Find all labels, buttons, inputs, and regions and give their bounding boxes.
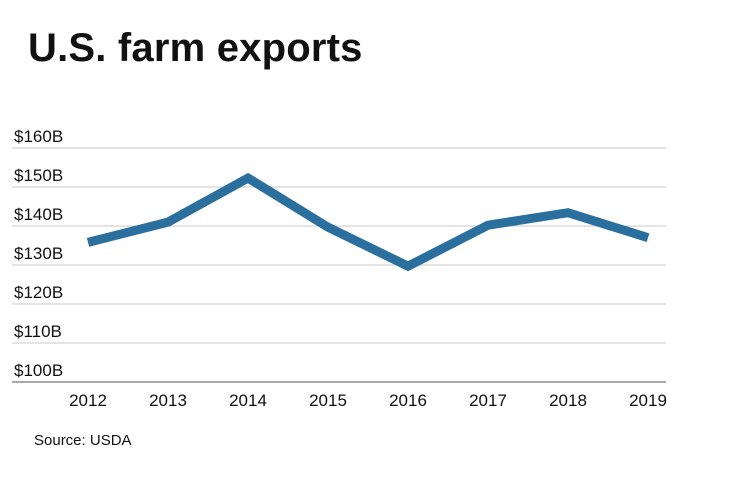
x-tick-label-2019: 2019 xyxy=(629,391,667,410)
x-tick-label-2014: 2014 xyxy=(229,391,267,410)
chart-title: U.S. farm exports xyxy=(28,26,363,70)
source-note: Source: USDA xyxy=(34,432,132,449)
y-tick-label-160: $160B xyxy=(14,127,63,146)
x-tick-label-2017: 2017 xyxy=(469,391,507,410)
y-tick-label-130: $130B xyxy=(14,244,63,263)
y-tick-label-100: $100B xyxy=(14,361,63,380)
x-tick-label-2015: 2015 xyxy=(309,391,347,410)
y-tick-label-110: $110B xyxy=(14,322,62,341)
y-tick-label-120: $120B xyxy=(14,283,63,302)
x-tick-label-2018: 2018 xyxy=(549,391,587,410)
x-tick-label-2013: 2013 xyxy=(149,391,187,410)
grid-lines xyxy=(12,147,666,383)
y-axis-labels: $100B $110B $120B $130B $140B $150B $160B xyxy=(14,127,63,380)
x-tick-label-2012: 2012 xyxy=(69,391,107,410)
series-layer xyxy=(86,172,650,272)
x-axis-labels: 2012 2013 2014 2015 2016 2017 2018 2019 xyxy=(69,391,667,410)
series-line-0 xyxy=(86,172,650,272)
x-tick-label-2016: 2016 xyxy=(389,391,427,410)
y-tick-label-150: $150B xyxy=(14,166,63,185)
y-tick-label-140: $140B xyxy=(14,205,63,224)
